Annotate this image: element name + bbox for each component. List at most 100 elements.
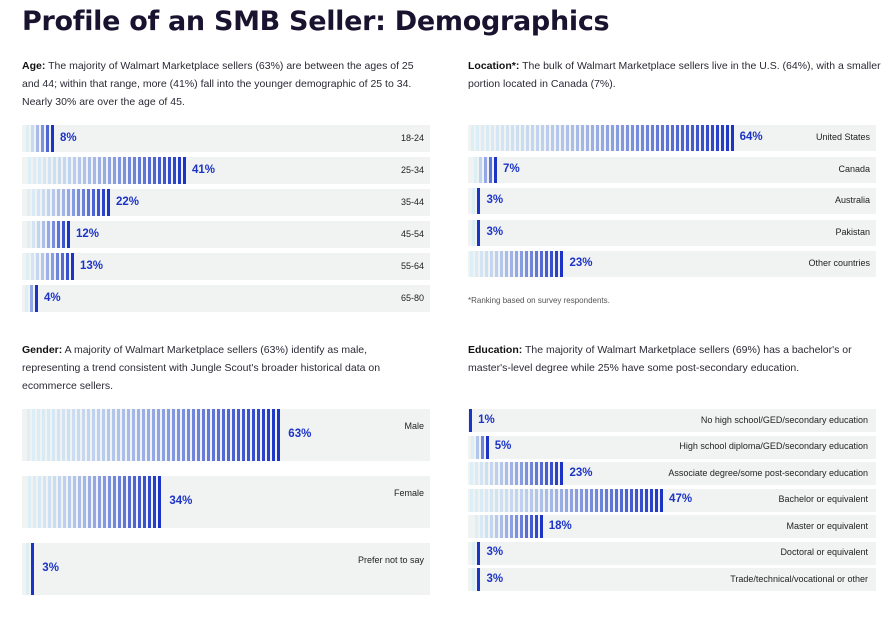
gender-value-label: 3% bbox=[42, 562, 59, 574]
location-bar-stripe bbox=[545, 125, 549, 151]
education-bar-stripe bbox=[485, 488, 489, 512]
gender-value-label: 34% bbox=[169, 495, 193, 507]
location-bar-stripe bbox=[500, 251, 504, 277]
age-bar-stripe bbox=[108, 157, 111, 184]
age-bar-stripe bbox=[36, 125, 39, 152]
gender-bar-stripe bbox=[133, 476, 137, 528]
gender-bar-stripe bbox=[202, 409, 206, 461]
age-bar-stripe bbox=[148, 157, 151, 184]
location-bar-stripe bbox=[675, 125, 679, 151]
age-bar-45-54 bbox=[22, 221, 70, 248]
education-bar-stripe bbox=[520, 462, 524, 485]
age-bar-stripe bbox=[113, 157, 116, 184]
education-row: 18% Master or equivalent bbox=[468, 515, 876, 538]
education-category-label: Trade/technical/vocational or other bbox=[730, 573, 868, 584]
location-bar-stripe bbox=[505, 125, 509, 151]
age-bar-stripe bbox=[43, 157, 46, 184]
gender-description-text: A majority of Walmart Marketplace seller… bbox=[22, 344, 381, 392]
age-bar-stripe bbox=[47, 189, 50, 216]
location-bar-stripe bbox=[690, 125, 694, 151]
gender-bar-stripe bbox=[128, 476, 132, 528]
gender-bar-stripe bbox=[108, 476, 112, 528]
education-bar-stripe bbox=[485, 462, 489, 485]
age-bar-stripe bbox=[62, 221, 65, 248]
age-bar-stripe bbox=[107, 189, 110, 216]
location-row: 23% Other countries bbox=[468, 251, 876, 277]
age-bar-stripe bbox=[102, 189, 105, 216]
location-bar-stripe bbox=[625, 125, 629, 151]
gender-bar-stripe bbox=[232, 409, 236, 461]
education-bar-stripe bbox=[595, 488, 599, 512]
education-bar-stripe bbox=[509, 515, 513, 538]
location-bar-stripe bbox=[585, 125, 589, 151]
location-bar-stripe bbox=[650, 125, 654, 151]
age-bar-stripe bbox=[168, 157, 171, 184]
education-bar-stripe bbox=[504, 515, 508, 538]
gender-bar-stripe bbox=[167, 409, 171, 461]
location-bar-stripe bbox=[470, 125, 474, 151]
location-bar-stripe bbox=[470, 251, 474, 277]
location-bar-stripe bbox=[525, 125, 529, 151]
page-title: Profile of an SMB Seller: Demographics bbox=[22, 6, 610, 37]
age-category-label: 45-54 bbox=[400, 228, 424, 239]
education-bar-stripe bbox=[495, 462, 499, 485]
location-bar-stripe bbox=[477, 219, 481, 246]
age-bar-stripe bbox=[103, 157, 106, 184]
location-bar-stripe bbox=[490, 251, 494, 277]
education-bar-stripe bbox=[519, 515, 523, 538]
location-bar-stripe bbox=[700, 125, 704, 151]
age-bar-18-24 bbox=[22, 125, 54, 152]
age-category-label: 25-34 bbox=[400, 164, 424, 175]
gender-bar-stripe bbox=[28, 476, 32, 528]
age-bar-stripe bbox=[118, 157, 121, 184]
location-bar-stripe bbox=[520, 251, 524, 277]
age-bar-stripe bbox=[143, 157, 146, 184]
age-bar-stripe bbox=[32, 189, 35, 216]
age-bar-stripe bbox=[97, 189, 100, 216]
age-bar-stripe bbox=[178, 157, 181, 184]
gender-bar-stripe bbox=[192, 409, 196, 461]
location-category-label: Pakistan bbox=[835, 226, 870, 237]
education-bar-stripe bbox=[635, 488, 639, 512]
gender-bar-stripe bbox=[142, 409, 146, 461]
age-bar-stripe bbox=[61, 253, 64, 280]
location-bar-stripe bbox=[615, 125, 619, 151]
age-value-label: 22% bbox=[116, 195, 140, 208]
age-bar-stripe bbox=[67, 221, 70, 248]
age-heading: Age: bbox=[22, 60, 46, 72]
education-bar-stripe bbox=[515, 488, 519, 512]
gender-bar-stripe bbox=[78, 476, 82, 528]
gender-bar-male bbox=[22, 409, 281, 461]
age-bar-stripe bbox=[88, 157, 91, 184]
location-bar-stripe bbox=[472, 219, 476, 246]
education-bar-high-school-diploma-ged-secondary-education bbox=[468, 435, 489, 459]
gender-bar-stripe bbox=[158, 476, 162, 528]
age-value-label: 41% bbox=[192, 163, 216, 176]
gender-bar-stripe bbox=[182, 409, 186, 461]
education-bar-stripe bbox=[474, 515, 478, 538]
location-bar-stripe bbox=[730, 125, 734, 151]
gender-bar-stripe bbox=[87, 409, 91, 461]
age-description-text: The majority of Walmart Marketplace sell… bbox=[22, 60, 414, 108]
age-bar-55-64 bbox=[22, 253, 74, 280]
education-bar-stripe bbox=[520, 488, 524, 512]
education-bar-stripe bbox=[470, 462, 474, 485]
education-bar-stripe bbox=[489, 515, 493, 538]
age-bar-stripe bbox=[41, 253, 44, 280]
age-bar-stripe bbox=[42, 189, 45, 216]
age-bar-stripe bbox=[25, 285, 28, 312]
education-value-label: 18% bbox=[548, 519, 572, 532]
education-bar-stripe bbox=[545, 488, 549, 512]
education-bar-stripe bbox=[640, 488, 644, 512]
gender-description: Gender: A majority of Walmart Marketplac… bbox=[22, 341, 427, 395]
age-category-label: 65-80 bbox=[400, 292, 424, 303]
education-bar-stripe bbox=[510, 488, 514, 512]
education-bar-stripe bbox=[529, 515, 533, 538]
location-value-label: 7% bbox=[503, 162, 520, 175]
location-bar-stripe bbox=[520, 125, 524, 151]
location-heading: Location*: bbox=[468, 60, 520, 72]
location-bar-stripe bbox=[515, 251, 519, 277]
age-description: Age: The majority of Walmart Marketplace… bbox=[22, 57, 422, 111]
age-bar-stripe bbox=[128, 157, 131, 184]
education-value-label: 1% bbox=[478, 413, 495, 426]
